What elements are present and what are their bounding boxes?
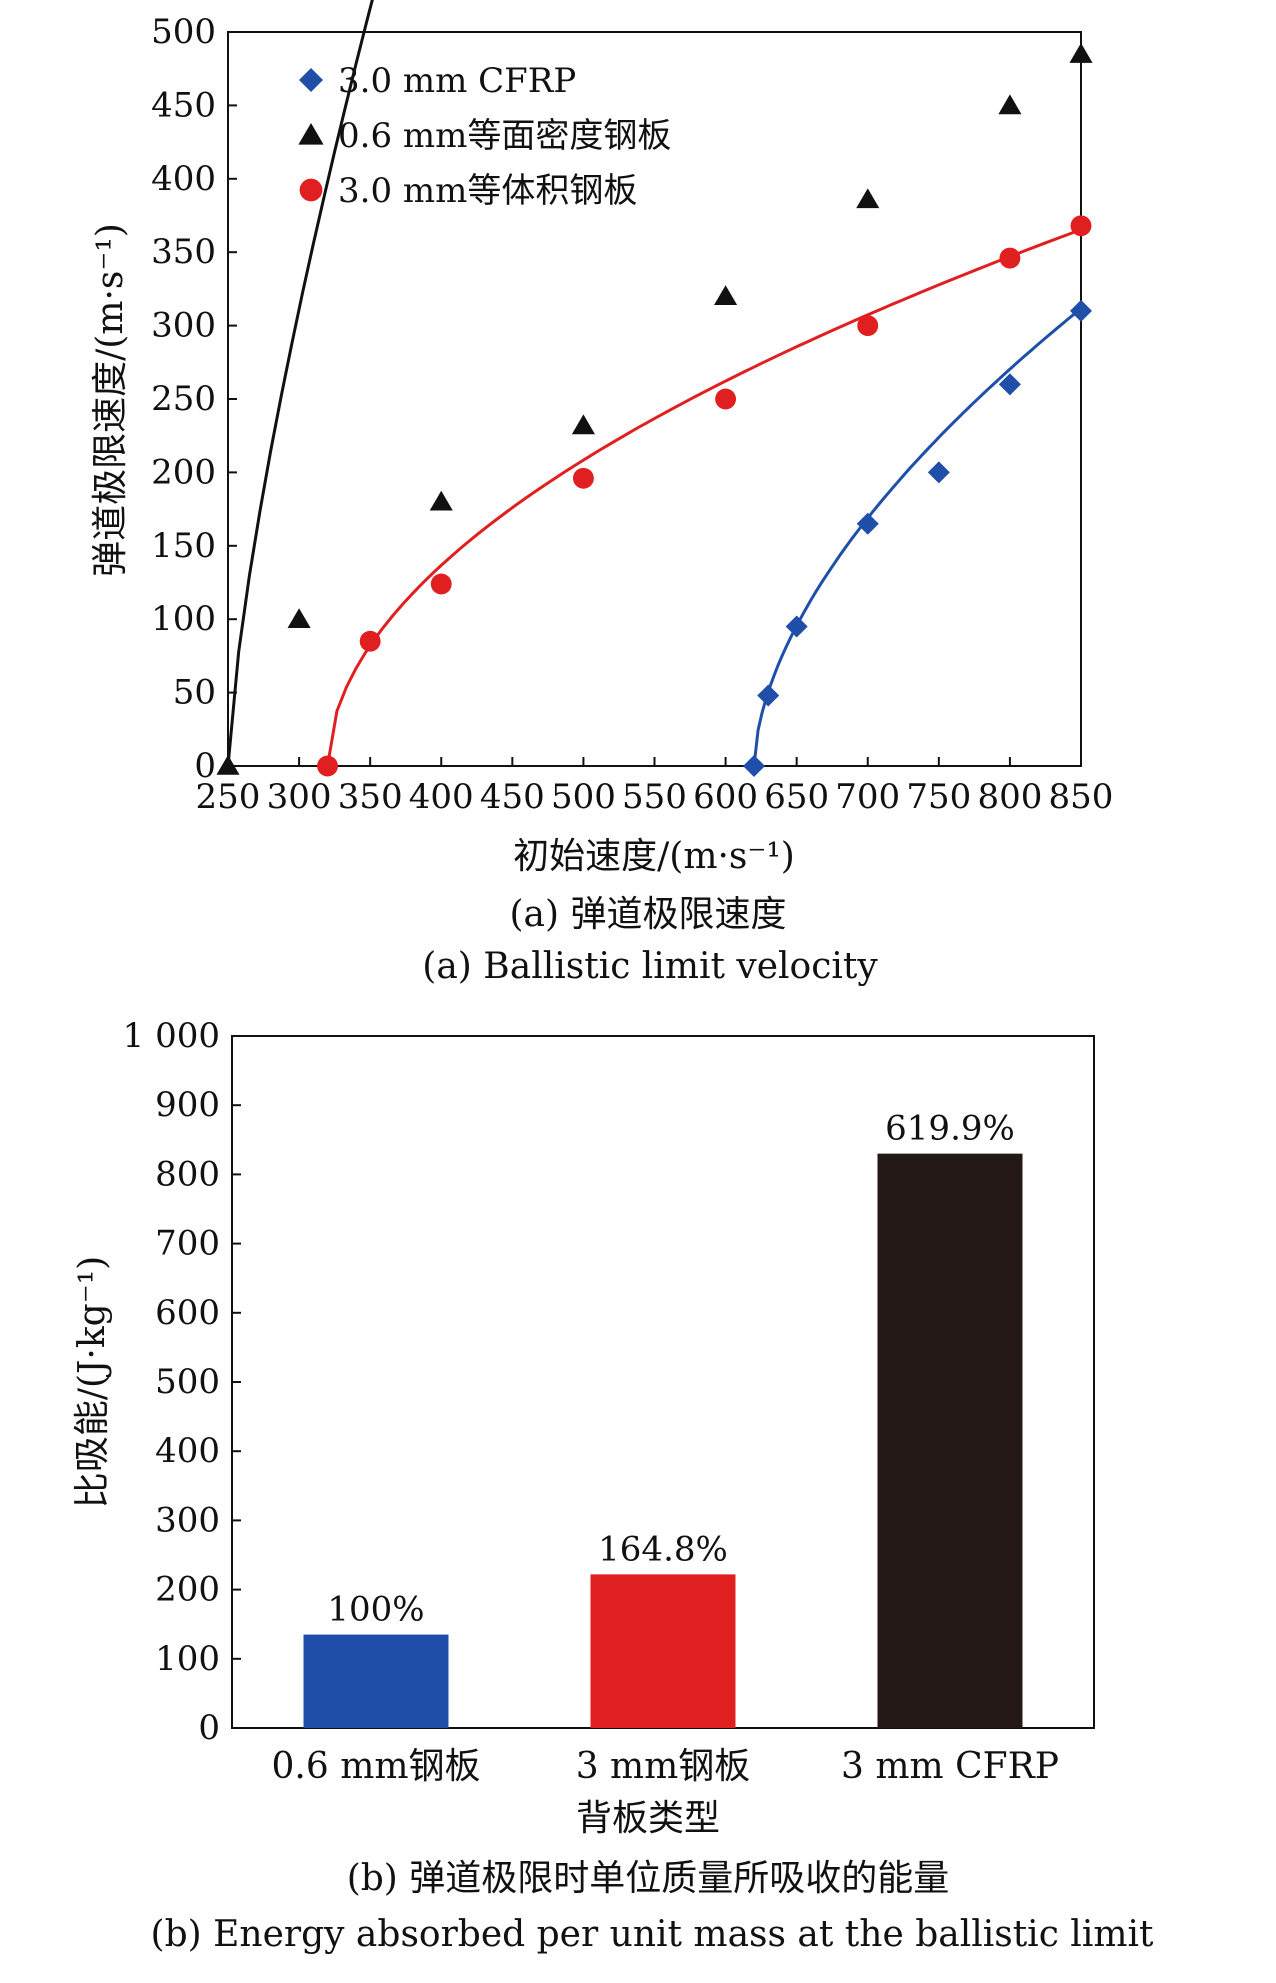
bar-data-label: 619.9% — [885, 1109, 1015, 1149]
y-tick-label: 50 — [173, 673, 216, 713]
chart-b-caption-cn: (b) 弹道极限时单位质量所吸收的能量 — [347, 1858, 950, 1899]
legend-label: 3.0 mm CFRP — [338, 61, 576, 101]
chart-b: 0 100 200 300 400 500 600 700 800 900 1 000 100% 16… — [72, 1016, 1154, 1955]
data-point-circle — [317, 755, 338, 777]
y-tick-label: 400 — [155, 1431, 220, 1471]
y-tick-label: 150 — [151, 526, 216, 566]
data-point-triangle — [1069, 43, 1093, 63]
data-point-circle — [1070, 215, 1092, 237]
y-tick-label: 900 — [155, 1085, 220, 1125]
x-tick-label: 450 — [480, 777, 545, 817]
y-tick-label: 100 — [155, 1639, 220, 1679]
data-point-circle — [572, 467, 594, 489]
data-point-diamond — [757, 684, 780, 707]
y-tick-label: 350 — [151, 232, 216, 272]
y-tick-label: 450 — [151, 85, 216, 125]
y-tick-label: 600 — [155, 1293, 220, 1333]
data-point-triangle — [714, 285, 738, 306]
data-point-triangle — [298, 123, 324, 145]
bar-data-label: 100% — [327, 1590, 424, 1630]
chart-a-markers — [216, 43, 1093, 777]
x-tick-label: 650 — [764, 777, 829, 817]
y-tick-label: 500 — [151, 12, 216, 52]
data-point-triangle — [287, 608, 311, 628]
y-tick-label: 200 — [151, 452, 216, 492]
bar — [877, 1153, 1023, 1728]
y-tick-label: 500 — [155, 1362, 220, 1402]
y-tick-label: 1 000 — [123, 1016, 220, 1056]
x-tick-label: 400 — [409, 777, 474, 817]
data-point-diamond — [927, 461, 950, 484]
data-point-circle — [857, 315, 879, 337]
y-tick-label: 300 — [151, 306, 216, 346]
legend-label: 3.0 mm等体积钢板 — [338, 171, 637, 211]
data-point-circle — [715, 388, 737, 410]
x-tick-label: 0.6 mm钢板 — [272, 1746, 481, 1787]
chart-a-ylabel: 弹道极限速度/(m·s⁻¹) — [90, 223, 131, 577]
x-tick-label: 800 — [977, 777, 1042, 817]
chart-a-caption-en: (a) Ballistic limit velocity — [422, 946, 878, 987]
chart-a-y-ticks: 0 50 100 150 200 250 300 350 400 450 500 — [151, 12, 237, 786]
data-point-diamond — [1070, 299, 1092, 322]
chart-b-caption-en: (b) Energy absorbed per unit mass at the… — [151, 1914, 1154, 1955]
x-tick-label: 550 — [622, 777, 687, 817]
chart-b-ylabel: 比吸能/(J·kg⁻¹) — [72, 1256, 113, 1508]
bar — [590, 1574, 736, 1728]
data-point-circle — [999, 247, 1021, 269]
series-line — [752, 307, 1082, 767]
series-line — [326, 228, 1082, 767]
x-tick-label: 250 — [196, 777, 261, 817]
y-tick-label: 400 — [151, 159, 216, 199]
y-tick-label: 0 — [198, 1708, 220, 1748]
chart-b-y-ticks: 0 100 200 300 400 500 600 700 800 900 1 000 — [123, 1016, 241, 1748]
data-point-triangle — [856, 188, 880, 209]
x-tick-label: 600 — [693, 777, 758, 817]
data-point-diamond — [299, 68, 323, 92]
chart-b-x-ticks: 0.6 mm钢板 3 mm钢板 3 mm CFRP — [272, 1746, 1059, 1787]
data-point-diamond — [785, 615, 808, 638]
x-tick-label: 850 — [1049, 777, 1114, 817]
data-point-triangle — [429, 490, 453, 511]
y-tick-label: 100 — [151, 599, 216, 639]
chart-b-xlabel: 背板类型 — [576, 1798, 720, 1839]
x-tick-label: 750 — [906, 777, 971, 817]
y-tick-label: 800 — [155, 1154, 220, 1194]
y-tick-label: 300 — [155, 1500, 220, 1540]
x-tick-label: 3 mm钢板 — [576, 1746, 751, 1787]
chart-a-x-ticks: 250 300 350 400 450 500 550 600 650 700 750 800 850 — [196, 757, 1114, 817]
x-tick-label: 500 — [551, 777, 616, 817]
data-point-diamond — [998, 373, 1021, 396]
chart-a-curves — [226, 0, 1082, 767]
chart-a-caption-cn: (a) 弹道极限速度 — [510, 894, 787, 935]
data-point-circle — [359, 630, 381, 652]
series-line — [226, 0, 374, 767]
data-point-triangle — [571, 414, 595, 435]
data-point-diamond — [743, 755, 766, 777]
x-tick-label: 300 — [267, 777, 332, 817]
legend-label: 0.6 mm等面密度钢板 — [338, 116, 671, 156]
data-point-triangle — [216, 755, 240, 775]
y-tick-label: 700 — [155, 1224, 220, 1264]
bar — [303, 1634, 449, 1728]
y-tick-label: 250 — [151, 379, 216, 419]
y-tick-label: 200 — [155, 1570, 220, 1610]
data-point-diamond — [856, 512, 879, 535]
data-point-circle — [430, 573, 452, 595]
data-point-circle — [299, 178, 323, 202]
y-tick-label: 0 — [194, 746, 216, 786]
data-point-triangle — [998, 94, 1022, 115]
chart-a-xlabel: 初始速度/(m·s⁻¹) — [513, 836, 795, 877]
x-tick-label: 350 — [338, 777, 403, 817]
chart-b-bars: 100% 164.8% 619.9% — [303, 1109, 1023, 1728]
x-tick-label: 3 mm CFRP — [841, 1746, 1059, 1787]
bar-data-label: 164.8% — [598, 1529, 728, 1569]
x-tick-label: 700 — [835, 777, 900, 817]
chart-a-legend: 3.0 mm CFRP 0.6 mm等面密度钢板 3.0 mm等体积钢板 — [298, 61, 671, 211]
